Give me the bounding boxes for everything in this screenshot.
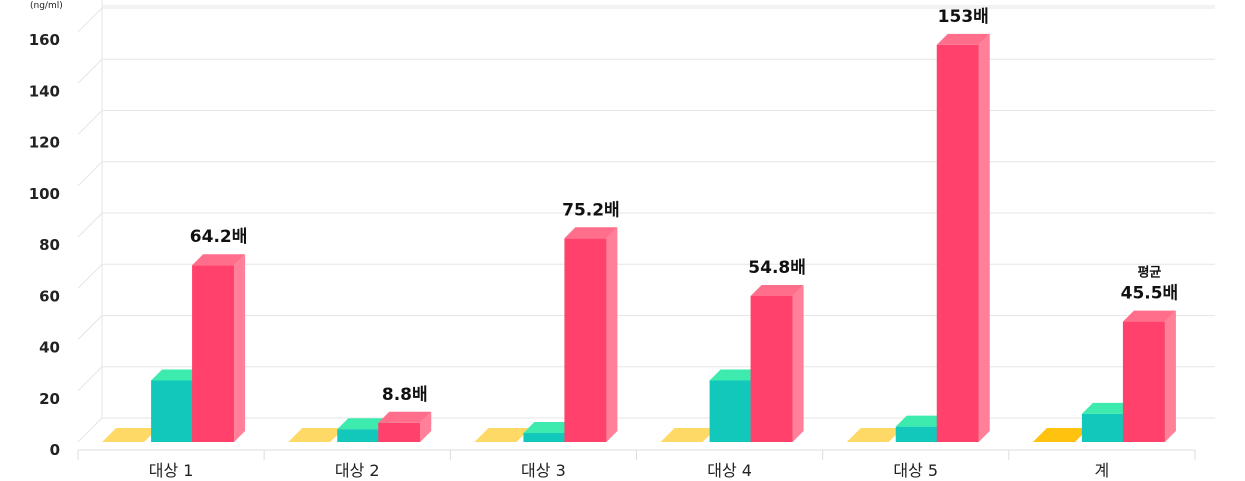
- bar-series3: [192, 254, 246, 442]
- labels: 64.2배 8.8배 75.2배 54.8배 153배 45.5배 평균: [190, 7, 1178, 405]
- bar-series2-front: [709, 380, 752, 442]
- bar-series3-side: [420, 411, 432, 442]
- bar-series2-front: [1081, 413, 1124, 442]
- bar-series3-front: [564, 238, 607, 442]
- grid-diagonal: [77, 7, 103, 33]
- bar-series2-top: [151, 369, 205, 381]
- y-tick-label: 0: [50, 441, 60, 459]
- grid-diagonal: [77, 110, 103, 135]
- y-tick-label: 160: [29, 31, 60, 49]
- bar-series1: [660, 428, 717, 442]
- bar-series2: [337, 418, 391, 442]
- bar-series2-front: [523, 433, 566, 442]
- bar-series3-front: [1122, 321, 1165, 442]
- data-label: 64.2배: [190, 227, 248, 247]
- x-category-label: 대상 2: [335, 461, 380, 480]
- bar-series2-front: [151, 380, 194, 442]
- data-label: 8.8배: [382, 385, 428, 405]
- y-tick-label: 100: [29, 185, 60, 203]
- bar-series1: [1032, 428, 1089, 442]
- bar-series2-top: [895, 415, 949, 427]
- bar-series3-side: [792, 284, 804, 442]
- bar-series2-top: [523, 422, 577, 434]
- x-category-label: 계: [1095, 461, 1110, 480]
- bar-series3-front: [750, 295, 793, 442]
- bars: [102, 33, 1176, 442]
- bar-series3-side: [606, 227, 618, 442]
- bar-series3: [750, 284, 804, 442]
- bar-series3-top: [564, 227, 618, 239]
- grid-diagonal: [77, 417, 103, 443]
- x-category-label: 대상 1: [149, 461, 194, 480]
- grid-diagonal: [77, 212, 103, 238]
- bar-series1: [288, 428, 345, 442]
- y-tick-label: 140: [29, 82, 60, 100]
- bar-series3: [564, 227, 618, 442]
- bar-series3-top: [1122, 310, 1176, 322]
- bar-series2-top: [709, 369, 763, 381]
- bar-series3-front: [936, 44, 979, 442]
- grid-diagonal: [77, 263, 103, 289]
- bar-series2-front: [337, 429, 380, 442]
- grid-diagonal: [77, 161, 103, 187]
- bar-series3: [378, 411, 432, 442]
- y-tick-label: 20: [39, 390, 60, 408]
- y-tick-label: 60: [39, 287, 60, 305]
- x-category-label: 대상 3: [521, 461, 566, 480]
- data-label-prefix: 평균: [1137, 265, 1161, 281]
- bar-series1: [846, 428, 903, 442]
- data-label: 45.5배: [1121, 284, 1179, 304]
- bar-series3: [936, 33, 990, 442]
- bar-series3-side: [978, 33, 990, 442]
- grid-diagonal: [77, 315, 103, 340]
- y-tick-label: 40: [39, 339, 60, 357]
- data-label: 153배: [938, 7, 989, 27]
- data-label: 75.2배: [562, 200, 620, 220]
- y-unit-label: (ng/ml): [30, 1, 63, 11]
- bar-series3-front: [192, 265, 235, 442]
- axes: 0 20 40 60 80 100 120 140 160 대상 1 대상 2 대상 3 대상 4 대상 …: [29, 31, 1196, 480]
- y-tick-label: 120: [29, 134, 60, 152]
- bar-series3-top: [378, 411, 432, 423]
- bar-series3-top: [192, 254, 246, 266]
- bar-series1: [102, 428, 159, 442]
- grid-diagonal: [77, 58, 103, 84]
- bar-series3-front: [378, 422, 421, 442]
- bar-series2-top: [1081, 402, 1135, 414]
- bar-series3: [1122, 310, 1176, 442]
- data-label: 54.8배: [748, 258, 806, 278]
- y-tick-label: 80: [39, 236, 60, 254]
- bar-series3-top: [750, 284, 804, 296]
- x-category-label: 대상 4: [707, 461, 752, 480]
- bar-series3-side: [1164, 310, 1176, 442]
- bar-series2-front: [895, 426, 938, 442]
- grid-lines: [77, 0, 1215, 443]
- bar-series1: [474, 428, 531, 442]
- bar-series3-top: [936, 33, 990, 45]
- bar-series2-top: [337, 418, 391, 430]
- x-category-label: 대상 5: [893, 461, 938, 480]
- grid-diagonal: [77, 366, 103, 392]
- bar-series3-side: [234, 254, 246, 442]
